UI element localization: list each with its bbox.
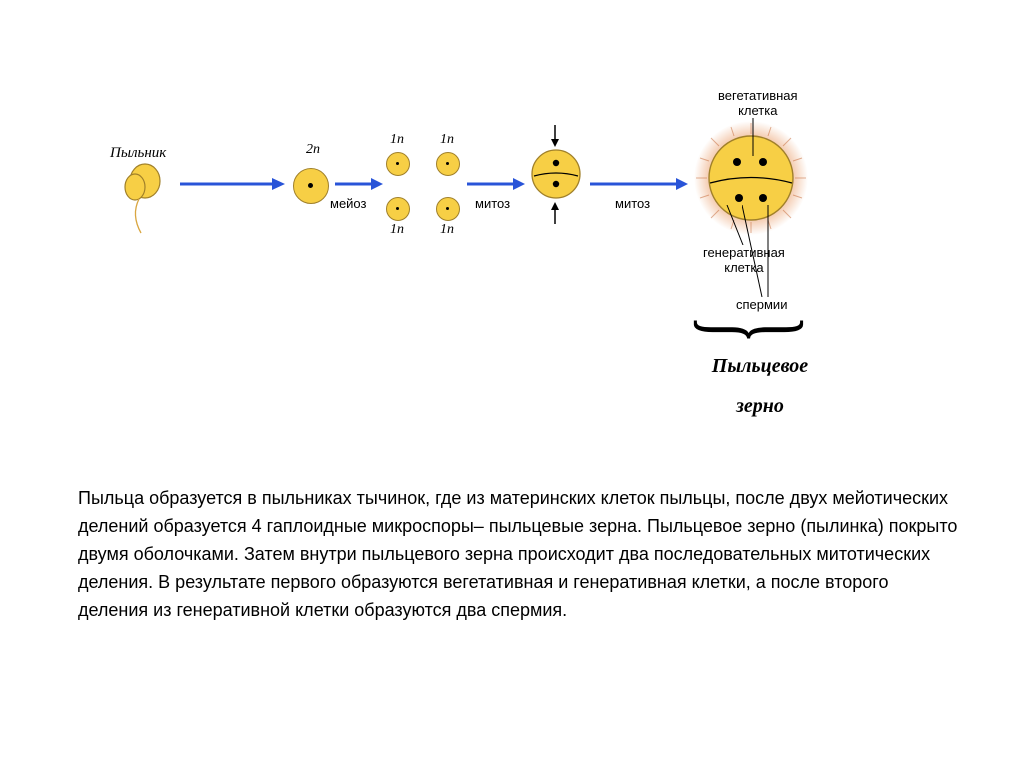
- sperm-label: спермии: [736, 297, 787, 312]
- lead-line: [752, 118, 754, 156]
- ploidy-1n-c: 1n: [390, 222, 404, 238]
- microspore: [436, 197, 460, 221]
- small-arrow-icon: [548, 202, 562, 224]
- brace-icon: }: [679, 315, 831, 344]
- arrow-icon: [335, 176, 383, 192]
- mitosis2-label: митоз: [615, 196, 650, 211]
- ploidy-2n: 2n: [306, 142, 320, 158]
- anther-icon: [125, 165, 170, 235]
- microspore: [386, 152, 410, 176]
- pollen-grain-title1: Пыльцевое: [700, 355, 820, 378]
- pollen-formation-diagram: Пыльник 2n мейоз 1n 1n 1n 1n митоз: [0, 0, 1024, 420]
- vegetative-label: вегетативная клетка: [718, 88, 798, 118]
- ploidy-1n-a: 1n: [390, 132, 404, 148]
- ploidy-1n-b: 1n: [440, 132, 454, 148]
- description-paragraph: Пыльца образуется в пыльниках тычинок, г…: [78, 485, 958, 624]
- arrow-icon: [590, 176, 688, 192]
- meiosis-label: мейоз: [330, 196, 366, 211]
- two-cell-stage: [530, 148, 582, 200]
- microspore: [386, 197, 410, 221]
- microspore: [436, 152, 460, 176]
- pollen-grain-title2: зерно: [700, 395, 820, 418]
- arrow-icon: [180, 176, 285, 192]
- arrow-icon: [467, 176, 525, 192]
- small-arrow-icon: [548, 125, 562, 147]
- anther-label: Пыльник: [110, 145, 166, 162]
- mitosis1-label: митоз: [475, 196, 510, 211]
- cell-2n: [293, 168, 329, 204]
- ploidy-1n-d: 1n: [440, 222, 454, 238]
- lead-line: [765, 205, 775, 297]
